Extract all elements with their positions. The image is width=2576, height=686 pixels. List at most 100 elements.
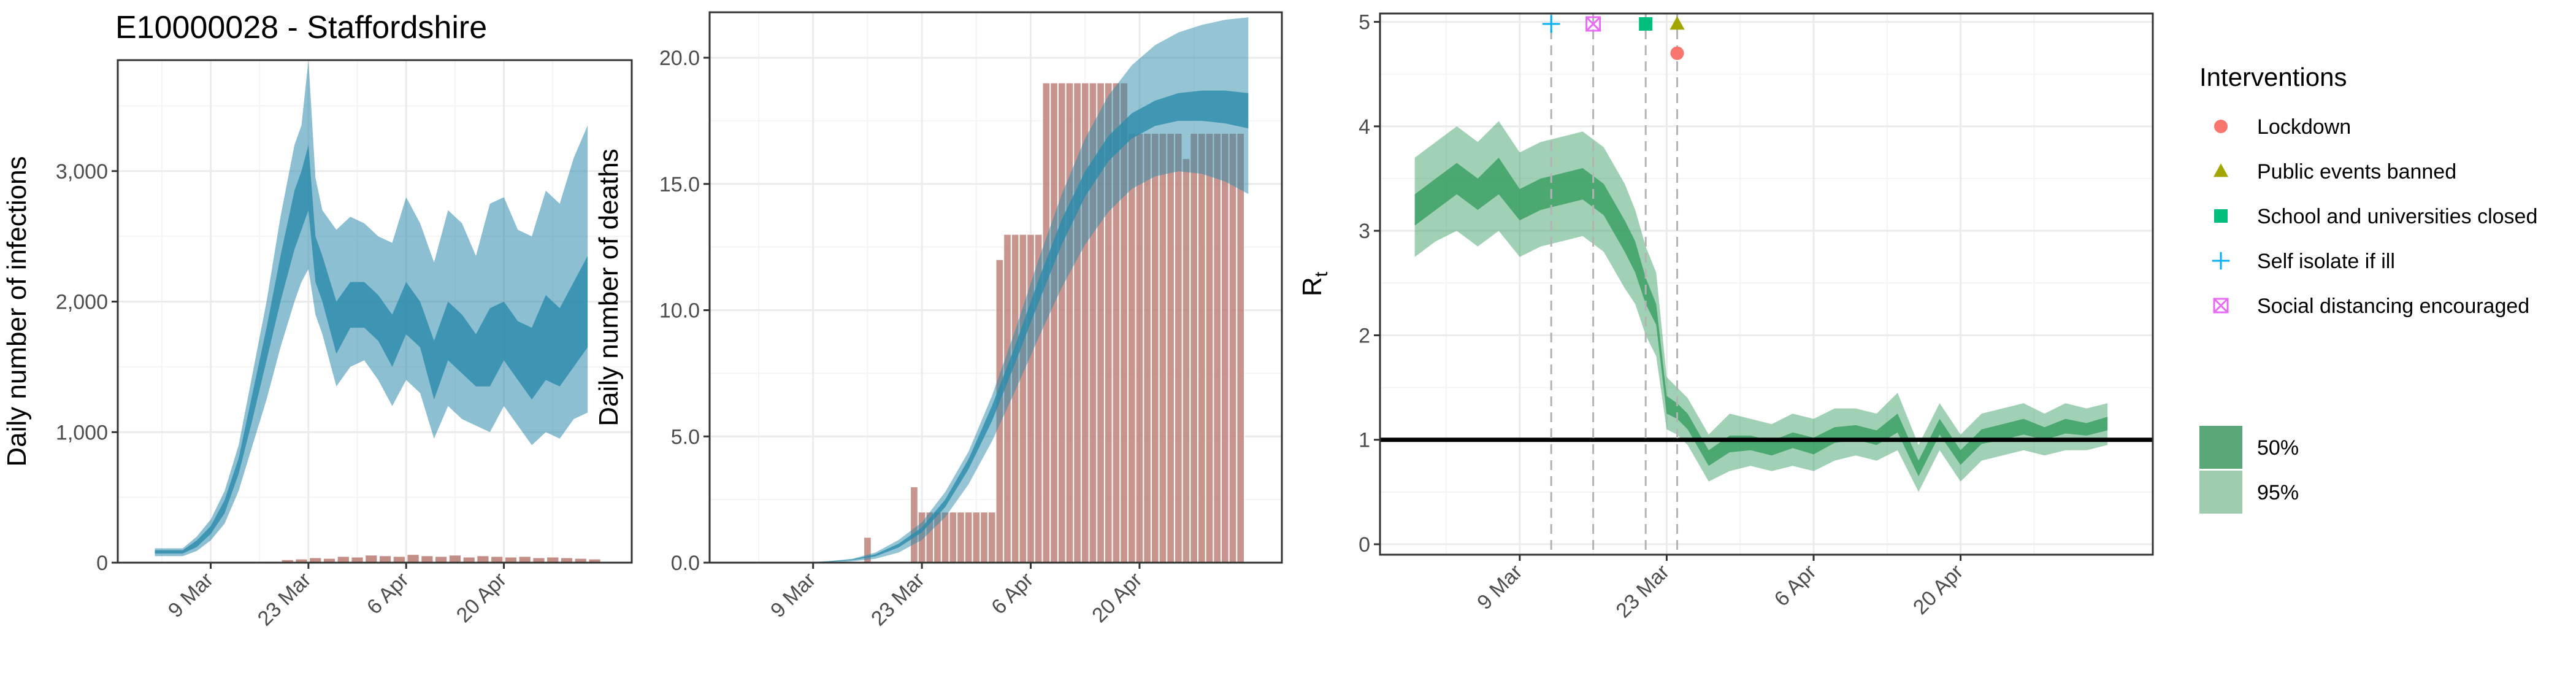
y-axis-title: Rt bbox=[1297, 271, 1332, 296]
reported-cases-bar bbox=[435, 557, 447, 563]
legend-title: Interventions bbox=[2199, 63, 2347, 91]
legend-item-label: Lockdown bbox=[2257, 115, 2351, 139]
reported-cases-bar bbox=[505, 557, 517, 563]
panel-border bbox=[708, 11, 1283, 564]
y-axis-title-subscript: t bbox=[1311, 271, 1332, 277]
legend: Interventions Lockdown Public events banne… bbox=[2199, 63, 2537, 514]
legend-band-swatch bbox=[2199, 471, 2242, 514]
y-axis-title-main: R bbox=[1297, 277, 1327, 296]
legend-band-swatch bbox=[2199, 426, 2242, 469]
deaths-bar bbox=[972, 512, 981, 563]
x-tick-label: 20 Apr bbox=[1087, 568, 1146, 627]
y-tick-label: 3 bbox=[1359, 220, 1370, 243]
legend-band-label: 95% bbox=[2257, 481, 2299, 504]
panel-border bbox=[117, 59, 633, 564]
deaths-bar bbox=[1050, 82, 1058, 563]
rt-band-50 bbox=[1414, 158, 2108, 477]
y-tick-label: 1,000 bbox=[56, 421, 108, 444]
deaths-bar bbox=[1221, 133, 1229, 563]
reported-cases-bar bbox=[282, 560, 293, 563]
legend-marker-plus bbox=[2212, 252, 2230, 270]
x-tick-label: 20 Apr bbox=[1909, 560, 1968, 619]
reported-cases-bar bbox=[421, 556, 433, 563]
reported-cases-bar bbox=[519, 557, 531, 563]
reported-cases-bar bbox=[393, 557, 405, 563]
reported-cases-bar bbox=[296, 559, 307, 563]
deaths-bar bbox=[1190, 133, 1198, 563]
x-tick-label: 23 Mar bbox=[867, 568, 929, 631]
deaths-bar bbox=[1151, 133, 1159, 563]
deaths-bar bbox=[949, 512, 957, 563]
intervention-marker bbox=[1585, 16, 1601, 32]
reported-cases-bar bbox=[547, 557, 559, 563]
deaths-bar bbox=[1135, 133, 1144, 563]
deaths-bar bbox=[1057, 82, 1066, 563]
deaths-bar bbox=[1174, 133, 1183, 563]
y-tick-label: 3,000 bbox=[56, 160, 108, 183]
deaths-bar bbox=[980, 512, 988, 563]
x-tick-label: 9 Mar bbox=[1473, 560, 1527, 614]
deaths-bar bbox=[910, 487, 918, 563]
y-tick-label: 5 bbox=[1359, 11, 1370, 34]
y-tick-label: 0 bbox=[96, 552, 108, 575]
rt-band-95 bbox=[1414, 121, 2108, 492]
intervention-marker bbox=[1542, 15, 1560, 33]
x-tick-label: 23 Mar bbox=[253, 568, 316, 631]
plot-area bbox=[1380, 13, 2153, 555]
legend-item-label: Social distancing encouraged bbox=[2257, 295, 2529, 318]
deaths-bar bbox=[1159, 133, 1167, 563]
legend-item-label: Public events banned bbox=[2257, 160, 2456, 183]
x-tick-label: 6 Apr bbox=[987, 568, 1038, 619]
x-tick-label: 9 Mar bbox=[766, 568, 820, 622]
y-tick-label: 15.0 bbox=[659, 173, 700, 196]
deaths-bar bbox=[1205, 133, 1214, 563]
y-tick-label: 2,000 bbox=[56, 291, 108, 314]
reported-cases-bar bbox=[463, 557, 475, 563]
deaths-bar bbox=[964, 512, 973, 563]
deaths-bar bbox=[1127, 133, 1136, 563]
deaths-bar bbox=[1065, 82, 1074, 563]
infections-band-50 bbox=[155, 145, 588, 554]
deaths-bar bbox=[1019, 234, 1027, 563]
reported-cases-bar bbox=[366, 555, 377, 563]
panel-border bbox=[1379, 12, 2154, 556]
deaths-bar bbox=[1182, 158, 1190, 563]
legend-marker-boxx bbox=[2213, 298, 2229, 314]
reported-cases-bar bbox=[310, 558, 321, 563]
legend-item-label: Self isolate if ill bbox=[2257, 250, 2395, 273]
reported-cases-bar bbox=[477, 556, 489, 563]
y-axis-title: Daily number of infections bbox=[2, 156, 32, 466]
legend-item-label: School and universities closed bbox=[2257, 205, 2537, 228]
reported-cases-bar bbox=[379, 556, 391, 563]
reported-cases-bar bbox=[533, 558, 545, 563]
legend-marker-circle bbox=[2214, 120, 2228, 133]
deaths-bar bbox=[1236, 133, 1244, 563]
deaths-bar bbox=[1197, 133, 1206, 563]
reported-cases-bar bbox=[561, 558, 573, 563]
deaths-bar bbox=[1213, 133, 1221, 563]
x-tick-label: 6 Apr bbox=[362, 568, 413, 619]
reported-cases-bar bbox=[351, 557, 363, 563]
reported-cases-bar bbox=[491, 557, 503, 563]
reported-cases-bar bbox=[323, 558, 335, 563]
y-tick-label: 2 bbox=[1359, 324, 1370, 347]
deaths-panel: 0.0 5.0 10.0 15.0 20.0 9 Mar 23 Mar 6 Apr 20 Apr… bbox=[594, 11, 1283, 631]
deaths-bar bbox=[941, 512, 949, 563]
y-tick-label: 10.0 bbox=[659, 299, 700, 323]
deaths-bar bbox=[987, 512, 996, 563]
x-tick-label: 20 Apr bbox=[452, 568, 511, 627]
legend-marker-triangle bbox=[2213, 163, 2229, 177]
intervention-marker bbox=[1639, 17, 1653, 31]
deaths-bar bbox=[957, 512, 965, 563]
legend-band-label: 50% bbox=[2257, 436, 2299, 460]
y-tick-label: 0.0 bbox=[671, 552, 700, 575]
x-tick-label: 6 Apr bbox=[1770, 560, 1821, 611]
reported-cases-bar bbox=[575, 558, 586, 563]
figure-title: E10000028 - Staffordshire bbox=[115, 10, 487, 45]
y-axis-title: Daily number of deaths bbox=[594, 148, 624, 426]
intervention-marker bbox=[1670, 46, 1684, 60]
reported-cases-bar bbox=[407, 555, 419, 563]
legend-marker-square bbox=[2214, 209, 2228, 223]
